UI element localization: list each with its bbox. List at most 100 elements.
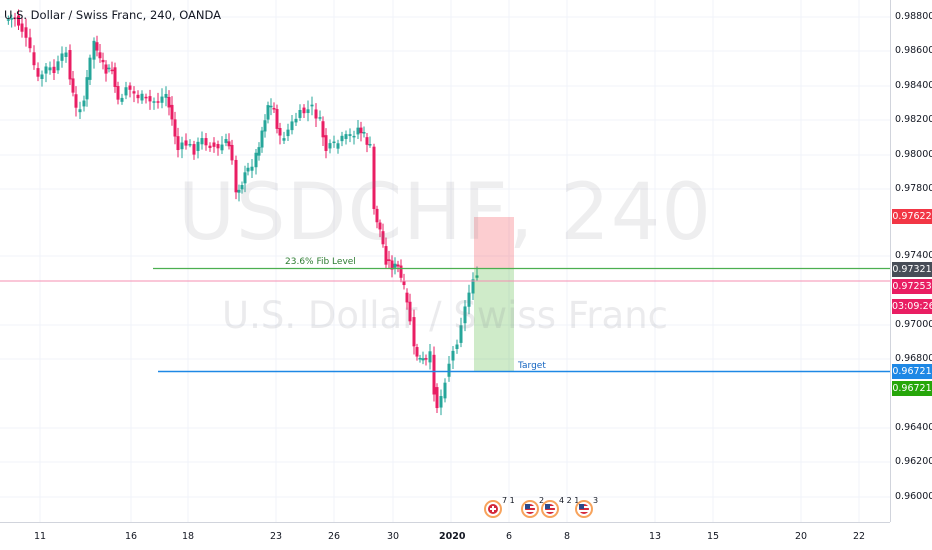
candle-109 xyxy=(396,260,400,273)
badge-fib: 0.97321 xyxy=(892,262,932,277)
time-tick-9: 13 xyxy=(649,531,662,542)
take-profit-zone[interactable] xyxy=(474,269,514,371)
time-tick-10: 15 xyxy=(707,531,720,542)
candle-3 xyxy=(17,9,20,30)
candle-38 xyxy=(144,93,148,104)
candle-26 xyxy=(101,52,105,70)
price-scale[interactable]: 0.98800 0.98600 0.98400 0.98200 0.98000 0.978… xyxy=(890,0,932,522)
candle-121 xyxy=(435,383,439,413)
event-count: 2 xyxy=(539,496,545,505)
candle-125 xyxy=(451,346,455,370)
candle-95 xyxy=(352,130,356,145)
candle-118 xyxy=(424,354,428,366)
candle-89 xyxy=(328,139,332,154)
time-tick-12: 22 xyxy=(853,531,866,542)
price-chart[interactable] xyxy=(0,0,890,522)
time-tick-8: 8 xyxy=(564,531,571,542)
swiss-flag-event-icon[interactable] xyxy=(484,500,502,518)
us-flag-event-icon[interactable] xyxy=(575,500,593,518)
us-flag-event-icon[interactable] xyxy=(541,500,559,518)
candle-34 xyxy=(128,82,132,98)
symbol-watermark: USDCHF, 240 xyxy=(177,168,713,258)
candle-25 xyxy=(98,43,102,63)
candle-123 xyxy=(443,378,447,403)
candle-54 xyxy=(204,133,208,151)
candle-91 xyxy=(336,139,340,154)
candle-87 xyxy=(321,116,325,146)
candle-62 xyxy=(234,155,238,200)
candle-51 xyxy=(192,140,196,160)
candle-68 xyxy=(254,148,258,175)
candle-100 xyxy=(368,136,372,148)
candle-27 xyxy=(104,60,108,82)
candle-10 xyxy=(44,63,48,83)
time-tick-5: 30 xyxy=(387,531,400,542)
candle-71 xyxy=(263,114,267,138)
candle-117 xyxy=(421,351,425,365)
candle-64 xyxy=(240,181,244,194)
candle-41 xyxy=(156,92,160,109)
price-tick-3: 0.98200 xyxy=(895,114,932,125)
candle-16 xyxy=(68,44,72,86)
price-tick-1: 0.98600 xyxy=(895,45,932,56)
candle-114 xyxy=(412,309,416,355)
candle-9 xyxy=(40,70,44,87)
candle-98 xyxy=(362,126,366,138)
time-tick-4: 26 xyxy=(328,531,341,542)
candle-111 xyxy=(402,273,406,290)
fib-level-label[interactable]: 23.6% Fib Level xyxy=(285,257,356,267)
candle-112 xyxy=(405,288,409,310)
candle-86 xyxy=(318,110,322,121)
candle-80 xyxy=(294,112,298,126)
candle-24 xyxy=(95,35,99,57)
candle-32 xyxy=(120,93,124,105)
us-flag-event-icon[interactable] xyxy=(521,500,539,518)
candle-99 xyxy=(365,132,369,153)
candle-119 xyxy=(428,344,432,370)
candle-113 xyxy=(408,293,412,325)
candle-70 xyxy=(260,126,264,153)
candle-75 xyxy=(275,104,279,134)
stop-loss-zone[interactable] xyxy=(474,217,514,269)
candle-6 xyxy=(28,28,32,53)
time-scale[interactable]: 11 16 18 23 26 30 2020 6 8 13 15 20 22 xyxy=(0,522,890,550)
candle-15 xyxy=(64,46,68,63)
candle-129 xyxy=(467,284,471,315)
candle-22 xyxy=(88,54,92,86)
candle-4 xyxy=(20,17,24,38)
price-tick-10: 0.96200 xyxy=(895,456,932,467)
candle-37 xyxy=(140,90,144,104)
candle-7 xyxy=(32,45,36,70)
price-tick-9: 0.96400 xyxy=(895,422,932,433)
event-count: 7 1 xyxy=(502,496,515,505)
candle-103 xyxy=(378,219,382,238)
candle-12 xyxy=(52,59,56,80)
price-tick-8: 0.96800 xyxy=(895,353,932,364)
candle-21 xyxy=(85,70,89,107)
candle-115 xyxy=(415,343,419,361)
drawings xyxy=(0,217,890,373)
price-tick-7: 0.97000 xyxy=(895,319,932,330)
candle-78 xyxy=(286,123,290,141)
candle-44 xyxy=(167,90,171,116)
target-label[interactable]: Target xyxy=(518,361,546,371)
candle-128 xyxy=(463,300,467,332)
candle-81 xyxy=(298,104,302,121)
candle-47 xyxy=(176,127,180,158)
time-tick-11: 20 xyxy=(795,531,808,542)
candle-50 xyxy=(188,139,192,148)
candle-66 xyxy=(246,162,250,176)
candle-73 xyxy=(269,98,273,116)
time-tick-2: 18 xyxy=(182,531,195,542)
price-tick-2: 0.98400 xyxy=(895,80,932,91)
candle-52 xyxy=(196,137,200,159)
candles xyxy=(6,9,479,416)
candle-58 xyxy=(220,136,224,154)
candle-88 xyxy=(324,128,328,159)
candle-55 xyxy=(208,142,212,152)
candle-126 xyxy=(455,339,459,354)
event-count: 4 2 1 xyxy=(559,496,580,505)
symbol-title[interactable]: U.S. Dollar / Swiss Franc, 240, OANDA xyxy=(4,8,222,22)
candle-20 xyxy=(82,95,86,112)
